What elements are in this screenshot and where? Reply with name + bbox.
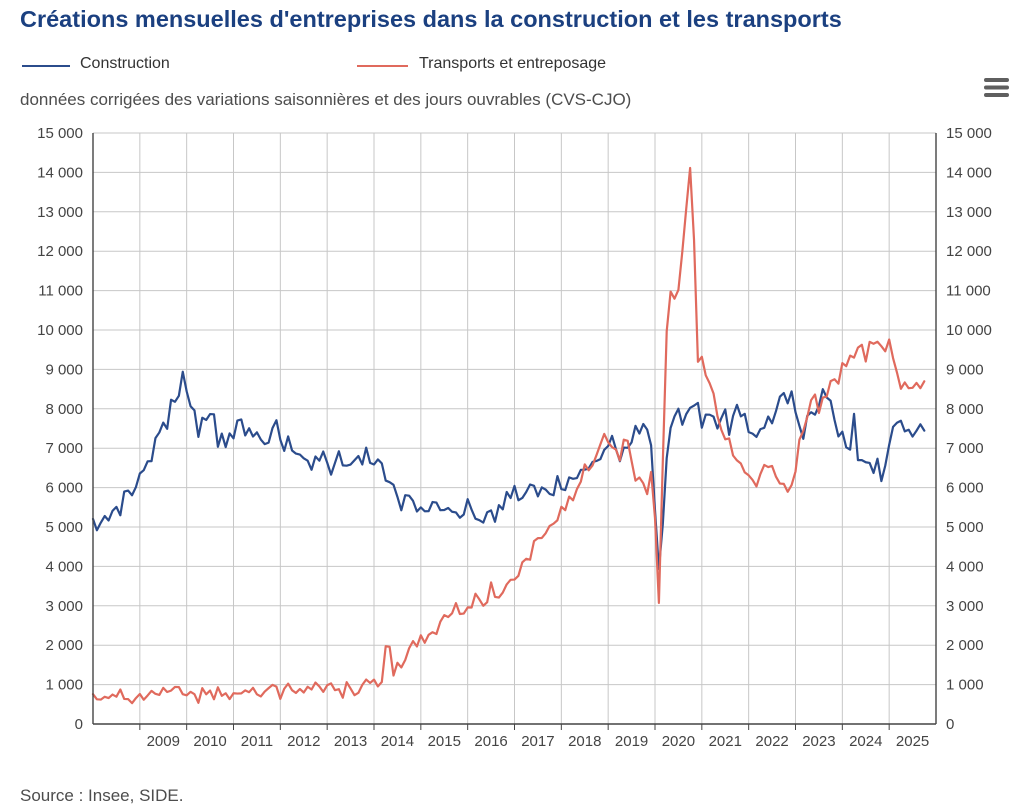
svg-text:8 000: 8 000	[45, 401, 83, 418]
svg-text:13 000: 13 000	[37, 204, 83, 221]
svg-text:14 000: 14 000	[37, 164, 83, 181]
svg-text:6 000: 6 000	[45, 480, 83, 497]
svg-text:15 000: 15 000	[946, 125, 992, 142]
svg-text:13 000: 13 000	[946, 204, 992, 221]
svg-text:12 000: 12 000	[37, 243, 83, 260]
svg-text:11 000: 11 000	[38, 283, 83, 300]
svg-text:2015: 2015	[428, 733, 461, 750]
svg-text:2 000: 2 000	[946, 637, 984, 654]
svg-text:0: 0	[75, 716, 83, 733]
svg-text:4 000: 4 000	[45, 558, 83, 575]
svg-text:4 000: 4 000	[946, 558, 984, 575]
svg-text:2023: 2023	[802, 733, 835, 750]
svg-text:2 000: 2 000	[45, 637, 83, 654]
svg-text:2011: 2011	[241, 733, 273, 750]
svg-text:12 000: 12 000	[946, 243, 992, 260]
svg-text:6 000: 6 000	[946, 480, 984, 497]
svg-text:9 000: 9 000	[45, 361, 83, 378]
svg-text:7 000: 7 000	[946, 440, 984, 457]
svg-text:2019: 2019	[615, 733, 648, 750]
svg-text:5 000: 5 000	[45, 519, 83, 536]
svg-text:2014: 2014	[381, 733, 414, 750]
svg-text:2024: 2024	[849, 733, 882, 750]
svg-text:1 000: 1 000	[45, 677, 83, 694]
svg-text:2021: 2021	[709, 733, 742, 750]
svg-text:2022: 2022	[755, 733, 788, 750]
svg-text:8 000: 8 000	[946, 401, 984, 418]
svg-text:7 000: 7 000	[45, 440, 83, 457]
svg-text:0: 0	[946, 716, 954, 733]
svg-text:10 000: 10 000	[946, 322, 992, 339]
svg-text:5 000: 5 000	[946, 519, 984, 536]
svg-text:2020: 2020	[662, 733, 695, 750]
svg-text:2012: 2012	[287, 733, 320, 750]
svg-text:10 000: 10 000	[37, 322, 83, 339]
svg-text:9 000: 9 000	[946, 361, 984, 378]
svg-text:14 000: 14 000	[946, 164, 992, 181]
svg-text:2025: 2025	[896, 733, 929, 750]
svg-text:2016: 2016	[474, 733, 507, 750]
svg-text:2017: 2017	[521, 733, 554, 750]
svg-text:2009: 2009	[147, 733, 180, 750]
svg-text:2013: 2013	[334, 733, 367, 750]
svg-text:2010: 2010	[193, 733, 226, 750]
svg-text:15 000: 15 000	[37, 125, 83, 142]
svg-text:2018: 2018	[568, 733, 601, 750]
svg-text:3 000: 3 000	[946, 598, 984, 615]
svg-text:3 000: 3 000	[45, 598, 83, 615]
svg-text:11 000: 11 000	[946, 283, 991, 300]
svg-text:1 000: 1 000	[946, 677, 984, 694]
